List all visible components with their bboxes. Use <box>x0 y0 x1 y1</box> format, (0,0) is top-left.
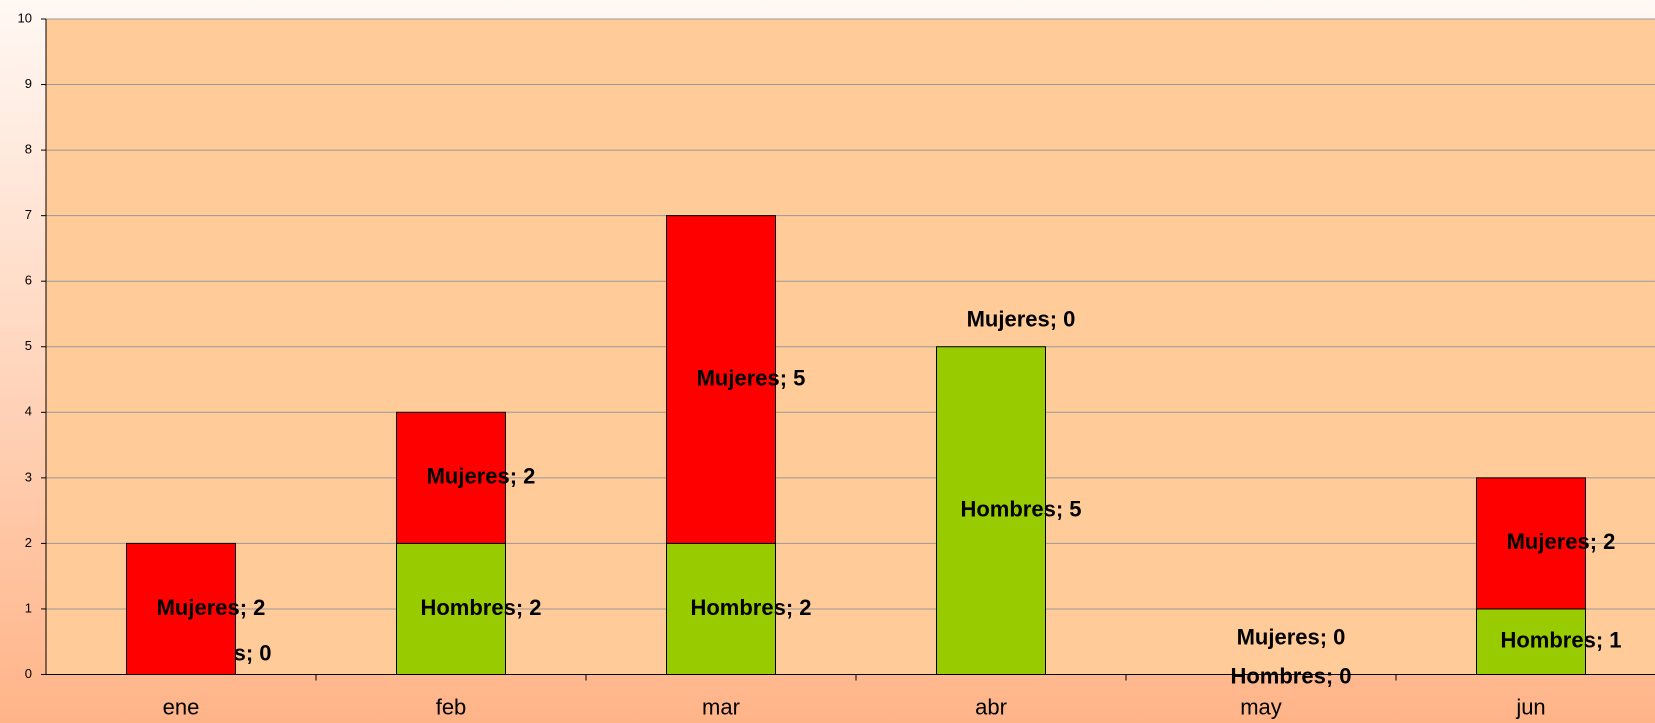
y-tick-label: 3 <box>25 469 32 484</box>
data-label: Mujeres; 0 <box>967 306 1076 331</box>
y-tick-label: 8 <box>25 142 32 157</box>
y-tick-label: 1 <box>25 600 32 615</box>
data-label: Mujeres; 2 <box>427 464 536 489</box>
x-tick-label: abr <box>975 694 1007 719</box>
y-tick-label: 9 <box>25 76 32 91</box>
bar-segment <box>1476 477 1586 610</box>
bar-segment <box>126 542 236 676</box>
x-tick-label: mar <box>702 694 740 719</box>
data-label: Hombres; 1 <box>1500 628 1621 653</box>
y-tick-label: 4 <box>25 404 32 419</box>
y-tick-label: 10 <box>18 10 32 25</box>
y-tick-label: 5 <box>25 338 32 353</box>
bar-segment <box>666 215 776 544</box>
data-label: Mujeres; 2 <box>157 595 266 620</box>
x-tick-label: feb <box>436 694 467 719</box>
bar-segment <box>1476 608 1586 676</box>
data-label: Hombres; 2 <box>420 595 541 620</box>
y-tick-label: 2 <box>25 535 32 550</box>
bar-segment <box>936 346 1046 675</box>
y-tick-label: 7 <box>25 207 32 222</box>
data-label: Hombres; 0 <box>1230 664 1351 689</box>
data-label: Mujeres; 5 <box>697 365 806 390</box>
x-tick-label: jun <box>1515 694 1545 719</box>
bar-segment <box>396 411 506 544</box>
bar-segment <box>396 542 506 676</box>
data-label: Hombres; 2 <box>690 595 811 620</box>
bar-segment <box>666 542 776 676</box>
y-tick-label: 0 <box>25 666 32 681</box>
data-label: Hombres; 5 <box>960 496 1081 521</box>
data-label: Mujeres; 0 <box>1237 624 1346 649</box>
y-tick-label: 6 <box>25 273 32 288</box>
x-tick-label: ene <box>163 694 200 719</box>
data-label: Mujeres; 2 <box>1507 529 1616 554</box>
x-tick-label: may <box>1240 694 1282 719</box>
